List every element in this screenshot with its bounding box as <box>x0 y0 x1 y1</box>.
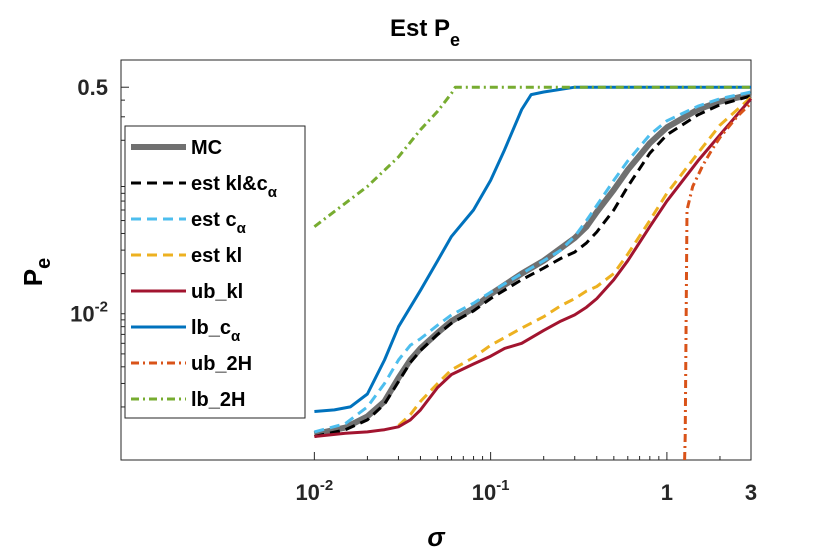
legend-label-4: est kl <box>191 245 242 267</box>
series-line-3 <box>314 90 752 434</box>
legend-label-5: ub_kl <box>191 281 243 303</box>
series-line-8 <box>313 85 751 228</box>
legend-label-7: ub_2H <box>191 353 252 375</box>
x-tick-label-4: 3 <box>745 480 757 505</box>
series-line-5 <box>314 97 753 438</box>
x-axis-label: σ <box>427 522 446 552</box>
y-tick-label-2: 0.5 <box>77 75 108 100</box>
legend-label-3: est cα <box>191 209 247 237</box>
x-axis-ticks: 10-2 10-1 1 3 <box>295 452 757 505</box>
svg-text:Pe: Pe <box>18 258 55 286</box>
y-tick-label-1: 10-2 <box>70 299 108 327</box>
x-tick-label-2: 10-1 <box>472 477 510 505</box>
y-axis-ticks: 10-2 0.5 <box>70 75 129 408</box>
series-lines <box>313 85 753 461</box>
legend-label-8: lb_2H <box>191 389 245 411</box>
x-tick-label-3: 1 <box>661 480 673 505</box>
legend-label-2: est kl&cα <box>191 173 278 201</box>
legend: MC est kl&cα est cα est kl ub_kl lb_cα ub_2Hlb… <box>124 125 306 419</box>
series-line-6 <box>314 85 751 413</box>
series-line-7 <box>683 102 753 461</box>
series-line-2 <box>314 94 752 438</box>
series-line-4 <box>397 96 753 427</box>
chart-title-text: Est Pe <box>390 15 460 50</box>
legend-label-6: lb_cα <box>191 317 241 345</box>
legend-label-1: MC <box>191 137 222 159</box>
y-axis-label: Pe <box>18 258 55 286</box>
chart-title: Est Pe <box>390 15 460 50</box>
x-tick-label-1: 10-2 <box>295 477 333 505</box>
